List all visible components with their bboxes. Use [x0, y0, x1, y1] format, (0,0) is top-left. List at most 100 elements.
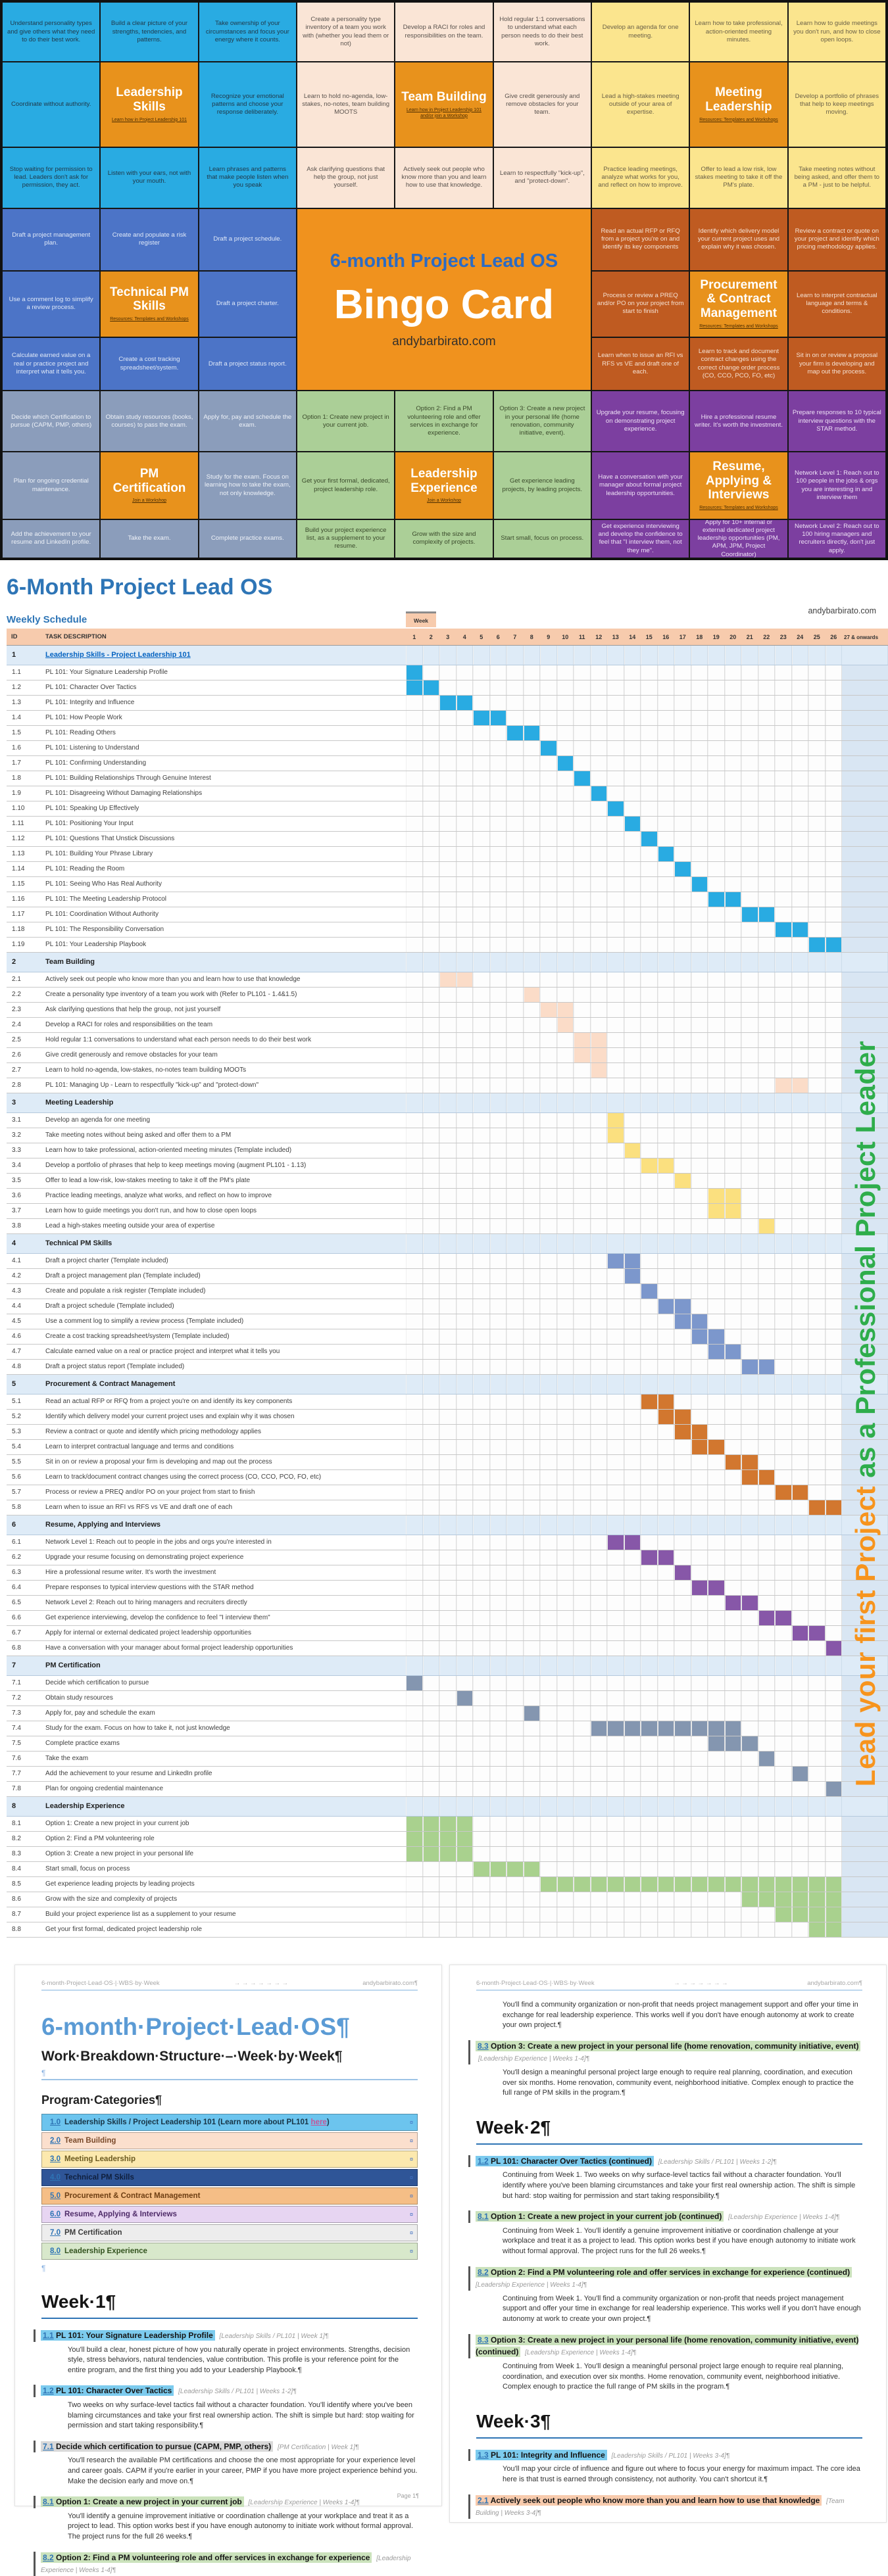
gantt-week-cell: [574, 1922, 591, 1937]
gantt-week-cell: [489, 1691, 506, 1705]
onwards-cell: [842, 1862, 888, 1876]
task-week-band: [406, 1174, 842, 1188]
gantt-week-cell: [422, 1676, 439, 1690]
onwards-cell: [842, 1003, 888, 1017]
entry-id-link[interactable]: 1.3: [478, 2450, 489, 2460]
gantt-week-cell: [657, 1018, 674, 1032]
gantt-bar-cell: [456, 1817, 473, 1831]
gantt-week-cell: [708, 1550, 725, 1565]
onwards-cell: [842, 1581, 888, 1595]
gantt-week-cell: [775, 1676, 792, 1690]
resource-link[interactable]: Resources: Templates and Workshops: [699, 117, 778, 122]
gantt-week-cell: [808, 1048, 826, 1062]
bingo-cell: Get experience interviewing and develop …: [591, 519, 690, 558]
entry-id-link[interactable]: 2.1: [478, 2495, 489, 2505]
category-link[interactable]: 3.0: [50, 2155, 61, 2163]
entry-title: Option 3: Create a new project in your p…: [476, 2335, 859, 2357]
section-name: PM Certification: [45, 1661, 101, 1669]
gantt-week-cell: [708, 938, 725, 952]
category-link[interactable]: 6.0: [50, 2210, 61, 2218]
gantt-week-cell: [741, 756, 758, 771]
gantt-week-cell: [422, 696, 439, 710]
gantt-week-cell: [758, 972, 775, 987]
gantt-week-cell: [791, 1706, 808, 1721]
gantt-week-cell: [439, 1440, 456, 1454]
category-link[interactable]: 2.0: [50, 2137, 61, 2145]
entry-id-link[interactable]: 8.2: [43, 2552, 54, 2562]
entry-id-link[interactable]: 8.3: [478, 2041, 489, 2051]
gantt-week-cell: [775, 1174, 792, 1188]
gantt-week-cell: [775, 1299, 792, 1314]
category-row: 2.0 Team Building ¤: [41, 2132, 418, 2149]
onwards-cell: [842, 877, 888, 892]
gantt-week-cell: [439, 1565, 456, 1580]
resource-link[interactable]: Learn how in Project Leadership 101 and/…: [406, 107, 481, 118]
gantt-bar-cell: [825, 1641, 842, 1656]
gantt-week-cell: [590, 832, 607, 846]
gantt-week-cell: [406, 1626, 423, 1640]
onwards-cell: [842, 1219, 888, 1233]
entry-id-link[interactable]: 1.2: [478, 2156, 489, 2166]
category-link[interactable]: 7.0: [50, 2229, 61, 2237]
gantt-week-cell: [489, 741, 506, 755]
resource-link[interactable]: Resources: Templates and Workshops: [699, 506, 778, 511]
onwards-cell: [842, 847, 888, 861]
resource-link[interactable]: Learn how in Project Leadership 101: [111, 117, 187, 122]
gantt-week-cell: [641, 1455, 658, 1469]
gantt-week-cell: [439, 877, 456, 892]
entry-id-link[interactable]: 7.1: [43, 2441, 54, 2451]
here-link[interactable]: here: [310, 2118, 327, 2126]
task-description: Lead a high-stakes meeting outside your …: [45, 1222, 215, 1229]
entry-id-link[interactable]: 1.1: [43, 2331, 54, 2340]
gantt-week-cell: [708, 972, 725, 987]
gantt-week-cell: [674, 1550, 691, 1565]
gantt-week-cell: [825, 1455, 842, 1469]
entry-id-link[interactable]: 8.3: [478, 2335, 489, 2345]
category-name: Resume, Applying & Interviews: [64, 2210, 177, 2218]
gantt-week-cell: [724, 817, 741, 831]
entry-id-link[interactable]: 8.1: [43, 2497, 54, 2507]
entry-title: PL 101: Integrity and Influence: [488, 2450, 605, 2460]
gantt-week-cell: [607, 1299, 624, 1314]
category-link[interactable]: 5.0: [50, 2192, 61, 2200]
gantt-week-cell: [775, 1767, 792, 1781]
entry-id-link[interactable]: 8.1: [478, 2212, 489, 2222]
gantt-week-cell: [708, 1907, 725, 1922]
entry-id-link[interactable]: 8.2: [478, 2267, 489, 2277]
category-link[interactable]: 8.0: [50, 2247, 61, 2255]
resource-link[interactable]: Resources: Templates and Workshops: [110, 317, 189, 322]
gantt-week-cell: [791, 1565, 808, 1580]
task-week-band: [406, 771, 842, 786]
gantt-week-cell: [456, 665, 473, 680]
gantt-week-cell: [641, 1189, 658, 1203]
gantt-week-cell: [489, 680, 506, 695]
gantt-week-cell: [590, 1581, 607, 1595]
gantt-week-cell: [473, 1113, 490, 1128]
category-link[interactable]: 1.0: [50, 2118, 61, 2126]
gantt-week-cell: [708, 1128, 725, 1143]
category-link[interactable]: 4.0: [50, 2174, 61, 2182]
gantt-week-cell: [758, 1018, 775, 1032]
gantt-week-cell: [506, 988, 524, 1002]
resource-link[interactable]: Resources: Templates and Workshops: [699, 324, 778, 329]
gantt-week-cell: [624, 892, 641, 907]
gantt-week-cell: [439, 1284, 456, 1299]
resource-link[interactable]: Join a Workshop: [426, 498, 461, 504]
gantt-bar-cell: [775, 1877, 792, 1892]
task-description: Hold regular 1:1 conversations to unders…: [45, 1036, 312, 1043]
gantt-week-cell: [775, 696, 792, 710]
onwards-cell: [842, 892, 888, 907]
gantt-bar-cell: [574, 1877, 591, 1892]
gantt-week-cell: [758, 1485, 775, 1500]
cell-end-mark: ¤: [409, 2119, 413, 2126]
resource-link[interactable]: Join a Workshop: [132, 498, 166, 504]
section-link[interactable]: Leadership Skills - Project Leadership 1…: [45, 651, 191, 659]
gantt-week-cell: [791, 1299, 808, 1314]
entry-id-link[interactable]: 1.2: [43, 2386, 54, 2396]
gantt-week-cell: [607, 1314, 624, 1329]
gantt-week-cell: [489, 646, 506, 665]
gantt-week-cell: [489, 1033, 506, 1047]
gantt-week-cell: [724, 1656, 741, 1675]
gantt-week-cell: [489, 1485, 506, 1500]
gantt-week-cell: [456, 1736, 473, 1751]
